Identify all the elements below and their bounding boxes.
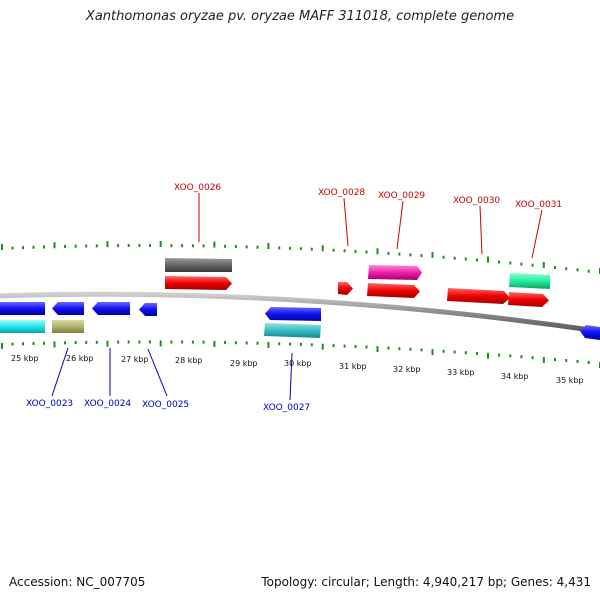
scale-tick-label: 28 kbp: [175, 356, 203, 365]
gene-arrow: [264, 323, 321, 338]
gene-arrow: [509, 273, 550, 289]
gene-labels: XOO_0026 XOO_0028 XOO_0029 XOO_0030 XOO_…: [26, 183, 562, 413]
gene-label-xoo-0026: XOO_0026: [174, 183, 221, 193]
genome-summary-text: Topology: circular; Length: 4,940,217 bp…: [261, 575, 591, 589]
forward-strand-genes: [165, 258, 550, 307]
accession-text: Accession: NC_007705: [9, 575, 146, 589]
leader-line: [343, 197, 349, 247]
inner-tick-ring: [1, 340, 600, 368]
map-title: Xanthomonas oryzae pv. oryzae MAFF 31101…: [85, 9, 515, 24]
gene-arrow: [165, 276, 232, 290]
scale-tick-label: 26 kbp: [66, 354, 94, 363]
scale-tick-label: 35 kbp: [556, 376, 584, 385]
gene-arrow: [92, 302, 130, 315]
scale-tick-label: 31 kbp: [339, 362, 367, 371]
gene-label-xoo-0030: XOO_0030: [453, 196, 500, 206]
outer-tick-ring: [1, 241, 600, 274]
leader-line: [51, 347, 69, 397]
scale-tick-label: 29 kbp: [230, 359, 258, 368]
gene-arrow: [368, 265, 422, 280]
gene-arrow: [338, 282, 353, 295]
gene-arrow: [52, 302, 84, 315]
gene-arrow: [139, 303, 157, 316]
gene-arrow: [367, 283, 420, 298]
reverse-strand-genes: [0, 302, 600, 340]
scale-tick-label: 27 kbp: [121, 355, 149, 364]
scale-tick-label: 34 kbp: [501, 372, 529, 381]
genome-backbone: [0, 291, 600, 334]
gene-arrow: [508, 292, 549, 307]
gene-label-xoo-0024: XOO_0024: [84, 399, 131, 409]
leader-line: [531, 209, 543, 259]
scale-tick-label: 32 kbp: [393, 365, 421, 374]
scale-labels: 25 kbp 26 kbp 27 kbp 28 kbp 29 kbp 30 kb…: [11, 354, 584, 385]
gene-arrow: [580, 325, 600, 340]
gene-label-xoo-0029: XOO_0029: [378, 191, 425, 201]
gene-arrow: [265, 307, 321, 321]
gene-label-xoo-0028: XOO_0028: [318, 188, 365, 198]
gene-label-xoo-0025: XOO_0025: [142, 400, 189, 410]
scale-tick-label: 25 kbp: [11, 354, 39, 363]
gene-arrow: [0, 320, 45, 333]
leader-line: [289, 352, 293, 401]
leader-line: [479, 205, 483, 255]
gene-arrow: [165, 258, 232, 272]
leader-line: [147, 348, 168, 397]
gene-label-xoo-0023: XOO_0023: [26, 399, 73, 409]
gene-label-xoo-0031: XOO_0031: [515, 200, 562, 210]
scale-tick-label: 33 kbp: [447, 368, 475, 377]
leader-line: [396, 200, 404, 250]
gene-label-xoo-0027: XOO_0027: [263, 403, 310, 413]
gene-arrow: [0, 302, 45, 315]
gene-arrow: [447, 288, 510, 304]
gene-arrow: [52, 320, 84, 333]
gene-label-leaders: [51, 193, 543, 401]
scale-tick-label: 30 kbp: [284, 359, 312, 368]
